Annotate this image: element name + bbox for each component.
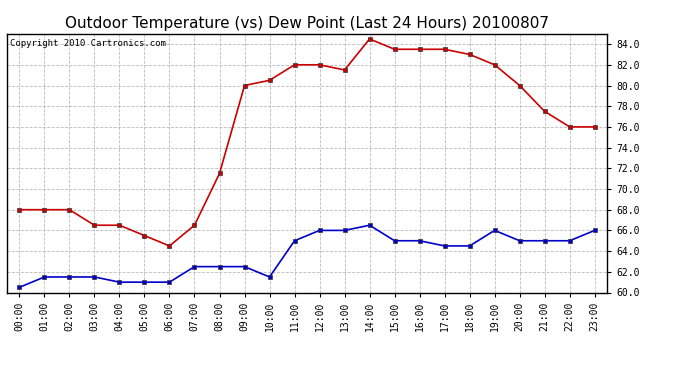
Text: Copyright 2010 Cartronics.com: Copyright 2010 Cartronics.com: [10, 39, 166, 48]
Title: Outdoor Temperature (vs) Dew Point (Last 24 Hours) 20100807: Outdoor Temperature (vs) Dew Point (Last…: [65, 16, 549, 31]
